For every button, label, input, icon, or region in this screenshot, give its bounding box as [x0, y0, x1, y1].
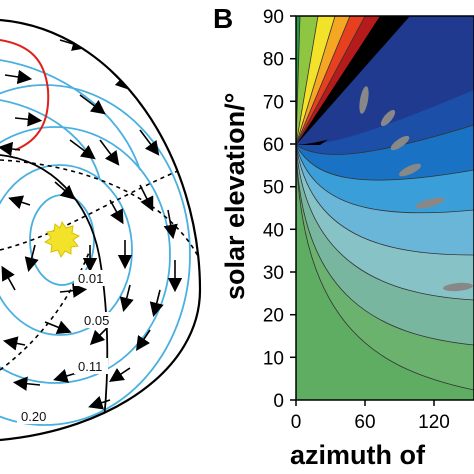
- contour-label-0-01: 0.01: [78, 271, 103, 286]
- contour-line: [296, 16, 319, 146]
- flow-arrow: [0, 141, 21, 157]
- panel-letter: B: [213, 3, 233, 34]
- flow-arrow: [2, 336, 26, 351]
- flow-arrow: [24, 244, 39, 272]
- x-tick-60: 60: [354, 412, 375, 433]
- contour-line: [296, 144, 474, 181]
- y-tick-0: 0: [273, 391, 284, 412]
- flow-arrow: [109, 199, 124, 225]
- contour-label-0-11: 0.11: [78, 359, 102, 374]
- contour-line: [296, 144, 474, 256]
- insect-marker: [359, 86, 369, 114]
- contour-line: [296, 144, 474, 214]
- contour-0-05: [0, 164, 133, 336]
- flow-arrow: [109, 367, 131, 382]
- contour-line: [296, 16, 351, 146]
- contour-0-11: [0, 126, 171, 384]
- y-tick-10: 10: [263, 348, 284, 369]
- flow-arrow: [8, 195, 31, 210]
- contour-line: [296, 16, 366, 146]
- flow-arrow: [88, 395, 111, 410]
- flow-arrow: [4, 69, 33, 85]
- insect-marker: [390, 135, 410, 151]
- x-axis-label: azimuth of: [290, 440, 426, 470]
- flow-arrow: [14, 112, 43, 127]
- contour-line: [296, 16, 336, 146]
- y-tick-50: 50: [263, 178, 284, 199]
- contour-upper: [0, 59, 141, 171]
- contour-line: [296, 124, 474, 155]
- meridian-1: [0, 154, 109, 421]
- y-tick-20: 20: [263, 306, 284, 327]
- flow-arrow: [79, 94, 106, 115]
- polarization-contours: [0, 59, 191, 426]
- plot-frame: [295, 15, 474, 401]
- flow-arrow: [149, 289, 164, 317]
- flow-arrow: [1, 265, 16, 291]
- contour-lines: [296, 16, 474, 391]
- y-axis-label: solar elevation/°: [220, 93, 250, 300]
- insect-marker: [398, 163, 422, 177]
- contour-upper-2: [0, 99, 101, 181]
- y-axis: [290, 15, 296, 401]
- dashed-circle-3: [0, 249, 91, 371]
- flow-arrow: [12, 376, 41, 391]
- flow-arrow: [54, 181, 76, 200]
- flow-arrow: [139, 184, 154, 212]
- insect-markers: [359, 86, 473, 292]
- flow-arrow: [139, 129, 160, 156]
- flow-arrow: [163, 209, 178, 240]
- flow-arrows: [0, 37, 183, 410]
- meridians: [0, 154, 109, 421]
- x-axis: [295, 400, 435, 406]
- y-tick-40: 40: [263, 220, 284, 241]
- dark-blue-region: [296, 16, 474, 145]
- flow-arrow: [69, 139, 96, 160]
- contour-0-20: [0, 84, 191, 426]
- y-tick-80: 80: [263, 50, 284, 71]
- flow-arrow: [59, 283, 88, 298]
- insect-marker: [443, 282, 473, 292]
- contour-labels: 0.01 0.05 0.11 0.20: [17, 270, 114, 424]
- sun-icon: [43, 220, 81, 259]
- contour-label-0-05: 0.05: [84, 313, 109, 328]
- flow-arrow: [44, 320, 72, 335]
- neutral-point-curve: [0, 39, 50, 151]
- y-tick-30: 30: [263, 263, 284, 284]
- x-tick-120: 120: [418, 412, 450, 433]
- x-tick-0: 0: [291, 412, 302, 433]
- contour-line: [296, 144, 474, 346]
- panel-b: B: [213, 3, 474, 470]
- insect-marker: [415, 197, 445, 209]
- y-tick-60: 60: [263, 135, 284, 156]
- insect-marker: [380, 109, 396, 127]
- sky-dome-outline: [0, 18, 202, 442]
- flow-arrow: [136, 329, 151, 351]
- flow-arrow: [119, 284, 134, 312]
- contour-line: [296, 144, 474, 301]
- dashed-circle-2: [0, 169, 181, 251]
- y-tick-90: 90: [263, 7, 284, 28]
- flow-arrow: [99, 139, 120, 166]
- contour-plot: [296, 16, 474, 400]
- panel-a: 0.01 0.05 0.11 0.20: [0, 18, 202, 442]
- y-tick-labels: 90 80 70 60 50 40 30 20 10 0: [263, 7, 284, 412]
- contour-line: [296, 144, 474, 391]
- x-tick-labels: 0 60 120: [291, 412, 450, 433]
- y-tick-70: 70: [263, 92, 284, 113]
- contour-label-0-20: 0.20: [21, 409, 46, 424]
